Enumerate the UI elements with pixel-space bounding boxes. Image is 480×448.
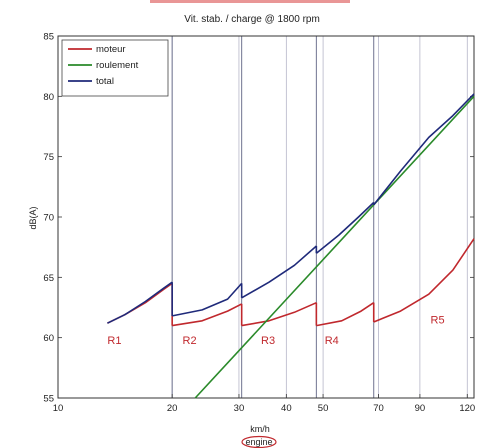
gear-change-lines [171,36,375,398]
region-label-r5: R5 [431,315,445,327]
series-moteur [107,238,475,327]
series-moteur-segment-4 [373,238,475,323]
y-tick-label-3: 70 [43,213,54,224]
x-tick-label-7: 120 [459,403,475,414]
series-lines [107,93,475,399]
x-axis-label: km/h [250,424,270,434]
x-tick-label-6: 90 [415,403,426,414]
series-total-segment-4 [373,93,475,206]
x-tick-label-5: 70 [373,403,384,414]
legend: moteur roulement total [61,39,169,97]
series-total-segment-1 [172,282,243,317]
y-tick-label-5: 80 [43,92,54,103]
series-moteur-segment-3 [316,302,375,327]
y-ticks: 55 60 65 70 75 80 85 [43,32,474,405]
series-roulement-segment-0 [194,95,475,399]
x-axis-note: engine [245,437,272,447]
series-moteur-segment-1 [172,303,243,327]
y-tick-label-4: 75 [43,152,54,163]
series-moteur-segment-2 [241,301,317,327]
y-tick-label-1: 60 [43,333,54,344]
legend-label-roulement: roulement [96,60,139,71]
x-tick-label-3: 40 [281,403,292,414]
x-tick-label-1: 20 [167,403,178,414]
x-tick-label-4: 50 [318,403,329,414]
legend-label-moteur: moteur [96,44,126,55]
series-total [107,93,475,324]
series-roulement [194,95,475,399]
series-total-segment-0 [107,281,173,324]
x-tick-label-0: 10 [53,403,64,414]
region-labels: R1 R2 R3 R4 R5 [107,315,444,348]
top-cropped-text [150,0,350,3]
y-tick-label-0: 55 [43,394,54,405]
x-tick-label-2: 30 [234,403,245,414]
y-tick-label-2: 65 [43,273,54,284]
chart-title: Vit. stab. / charge @ 1800 rpm [184,14,320,25]
series-total-segment-2 [241,245,317,299]
y-axis-label: dB(A) [28,206,38,229]
x-ticks: 10 20 30 40 50 70 90 120 [53,394,475,414]
region-label-r4: R4 [325,335,339,347]
region-label-r3: R3 [261,335,275,347]
y-tick-label-6: 85 [43,32,54,43]
grid-lines [171,36,468,398]
region-label-r1: R1 [107,335,121,347]
region-label-r2: R2 [183,335,197,347]
series-total-segment-3 [315,201,375,254]
legend-label-total: total [96,76,114,87]
